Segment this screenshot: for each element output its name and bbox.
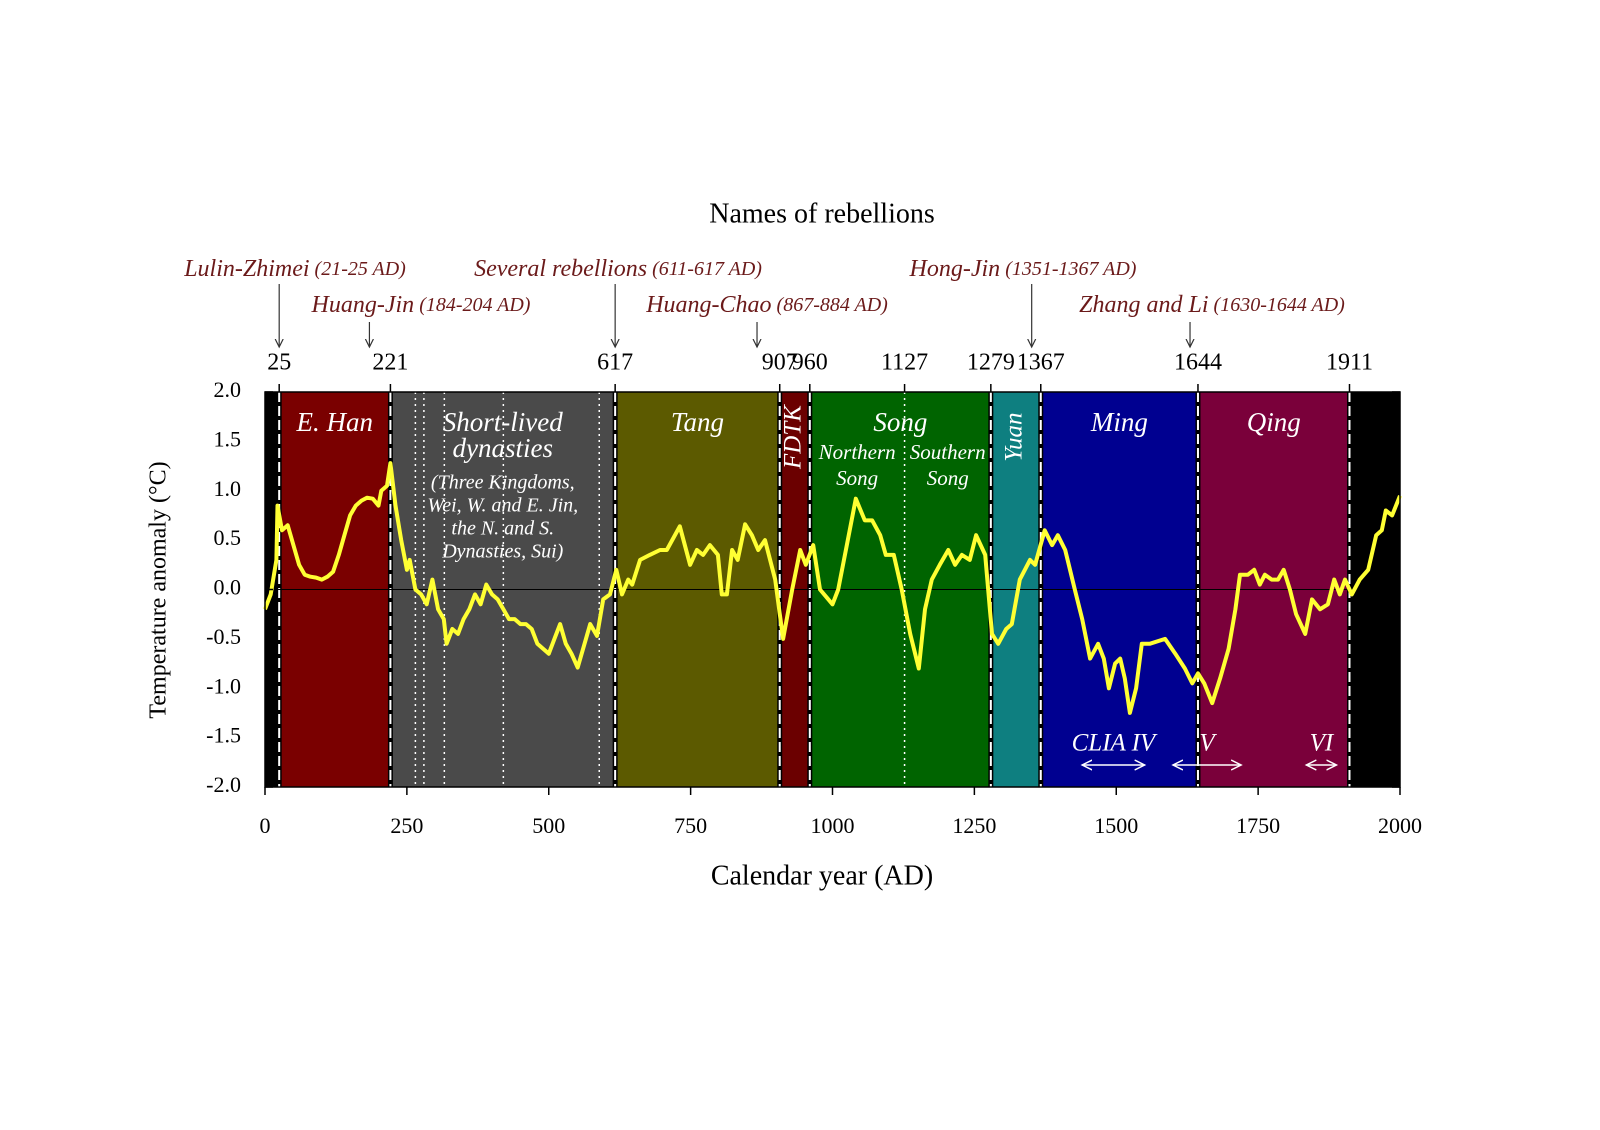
period-label: dynasties [453, 433, 554, 463]
x-tick-label: 1750 [1236, 813, 1280, 838]
rebellion-label: Zhang and Li (1630-1644 AD) [1079, 292, 1345, 318]
y-tick-label: 2.0 [214, 377, 242, 402]
period-note: (Three Kingdoms, [431, 472, 575, 494]
cold-phase-label: VI [1310, 730, 1335, 757]
chart-title: Names of rebellions [709, 198, 935, 229]
period-label: Short-lived [443, 407, 563, 437]
x-tick-label: 0 [260, 813, 271, 838]
rebellion-name: Several rebellions [474, 256, 647, 282]
period-label: Ming [1090, 407, 1148, 437]
period-label: Yuan [1001, 412, 1028, 461]
rebellion-label: Several rebellions (611-617 AD) [474, 256, 762, 282]
rebellion-period: (1351-1367 AD) [1005, 258, 1137, 280]
x-tick-label: 2000 [1378, 813, 1422, 838]
x-tick-label: 1000 [811, 813, 855, 838]
y-tick-label: 0.0 [214, 575, 242, 600]
rebellion-name: Hong-Jin [909, 256, 1001, 282]
sub-period-label: Southern [910, 440, 986, 464]
rebellion-name: Zhang and Li [1079, 292, 1208, 318]
rebellion-label: Hong-Jin (1351-1367 AD) [909, 256, 1137, 282]
period-label: Tang [671, 407, 724, 437]
sub-period-label: Song [927, 466, 969, 490]
rebellion-period: (867-884 AD) [777, 294, 889, 316]
rebellion-label: Lulin-Zhimei (21-25 AD) [183, 256, 406, 282]
period-label: Qing [1247, 407, 1301, 437]
rebellion-period: (1630-1644 AD) [1214, 294, 1346, 316]
rebellion-label: Huang-Jin (184-204 AD) [311, 292, 531, 318]
y-tick-label: -0.5 [206, 624, 241, 649]
cold-phase-label: CLIA IV [1072, 730, 1158, 757]
x-tick-label: 1250 [952, 813, 996, 838]
cold-phase-label: V [1199, 730, 1217, 757]
rebellion-name: Huang-Jin [311, 292, 415, 318]
period-label: E. Han [296, 407, 374, 437]
rebellion-label: Huang-Chao (867-884 AD) [645, 292, 888, 318]
x-tick-label: 250 [390, 813, 423, 838]
rebellion-period: (21-25 AD) [315, 258, 407, 280]
x-axis-label: Calendar year (AD) [711, 860, 933, 891]
rebellion-name: Huang-Chao [645, 292, 771, 318]
sub-period-label: Song [836, 466, 878, 490]
y-tick-label: 0.5 [214, 525, 242, 550]
top-tick-label: 960 [792, 350, 828, 376]
y-axis-label: Temperature anomaly (°C) [146, 461, 172, 718]
x-tick-label: 750 [674, 813, 707, 838]
top-tick-label: 1644 [1174, 350, 1222, 376]
period-label: Song [873, 407, 927, 437]
y-tick-label: 1.5 [214, 426, 242, 451]
x-tick-label: 1500 [1094, 813, 1138, 838]
rebellion-period: (184-204 AD) [419, 294, 531, 316]
period-label: FDTK [779, 404, 806, 470]
period-note: Dynasties, Sui) [441, 541, 563, 563]
period-note: the N. and S. [451, 518, 554, 540]
temperature-line [263, 461, 1402, 715]
top-tick-label: 617 [597, 350, 633, 376]
y-tick-label: -2.0 [206, 772, 241, 797]
rebellion-period: (611-617 AD) [652, 258, 762, 280]
x-tick-label: 500 [532, 813, 565, 838]
y-tick-label: 1.0 [214, 476, 242, 501]
rebellion-name: Lulin-Zhimei [183, 256, 309, 282]
top-tick-label: 221 [372, 350, 408, 376]
period-note: Wei, W. and E. Jin, [427, 495, 578, 517]
y-tick-label: -1.5 [206, 723, 241, 748]
top-tick-label: 1367 [1017, 350, 1065, 376]
top-tick-label: 1279 [967, 350, 1015, 376]
top-tick-label: 907 [762, 350, 798, 376]
top-tick-label: 1911 [1326, 350, 1373, 376]
top-tick-label: 25 [267, 350, 291, 376]
top-tick-label: 1127 [881, 350, 928, 376]
sub-period-label: Northern [818, 440, 896, 464]
y-tick-label: -1.0 [206, 673, 241, 698]
